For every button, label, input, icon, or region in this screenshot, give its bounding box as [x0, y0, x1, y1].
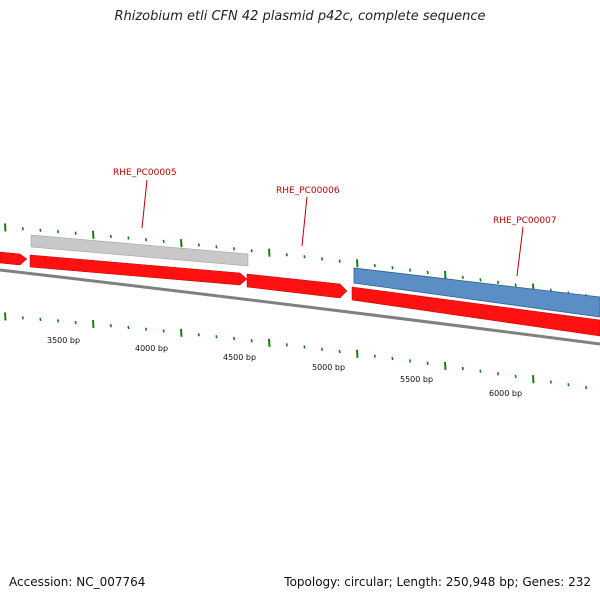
lower-tick — [373, 354, 376, 358]
upper-tick — [303, 255, 306, 259]
lower-tick — [497, 372, 500, 376]
scale-label-5500: 5500 bp — [400, 375, 433, 384]
upper-tick — [373, 263, 376, 268]
scale-label-6000: 6000 bp — [489, 389, 522, 398]
upper-tick — [233, 247, 236, 251]
upper-tick — [409, 268, 412, 272]
upper-tick — [145, 238, 148, 242]
gene-track — [0, 234, 600, 337]
gene-labels: RHE_PC00005 RHE_PC00006 RHE_PC00007 — [113, 168, 557, 277]
lower-tick — [4, 312, 7, 321]
lower-tick — [549, 380, 552, 384]
lower-tick — [162, 329, 165, 333]
lower-tick — [338, 349, 341, 354]
upper-tick — [391, 266, 394, 270]
lower-tick — [391, 356, 394, 361]
scale-label-5000: 5000 bp — [312, 363, 345, 372]
scale-label-4500: 4500 bp — [223, 353, 256, 362]
upper-tick — [268, 248, 271, 257]
upper-tick-row — [4, 223, 588, 298]
map-title: Rhizobium etli CFN 42 plasmid p42c, comp… — [114, 9, 486, 24]
gene-arrow-red-1[interactable] — [29, 254, 248, 286]
lower-tick — [57, 319, 60, 323]
lower-tick — [92, 320, 95, 329]
upper-tick — [57, 230, 60, 234]
upper-tick — [338, 259, 341, 263]
lower-tick — [444, 361, 447, 370]
lower-tick — [567, 383, 570, 387]
upper-tick — [39, 228, 42, 232]
upper-tick — [127, 236, 130, 240]
upper-tick — [4, 223, 7, 232]
lower-tick — [303, 345, 306, 349]
upper-tick — [109, 234, 112, 238]
scale-labels: 3500 bp 4000 bp 4500 bp 5000 bp 5500 bp … — [47, 336, 522, 398]
gene-arrow-partial[interactable] — [0, 251, 28, 266]
lower-tick — [109, 324, 112, 328]
upper-tick — [21, 227, 24, 231]
upper-tick — [461, 275, 464, 279]
upper-tick — [321, 257, 324, 261]
lower-tick — [145, 327, 148, 331]
upper-tick — [215, 245, 218, 249]
upper-tick — [444, 270, 447, 279]
gene-rhe-pc00006-feature[interactable] — [246, 273, 348, 299]
gene-label-rhe-pc00005[interactable]: RHE_PC00005 — [113, 168, 177, 178]
lower-tick — [426, 361, 429, 366]
scale-label-4000: 4000 bp — [135, 344, 168, 353]
upper-tick — [197, 243, 200, 247]
lower-tick — [321, 347, 324, 351]
lower-tick — [250, 339, 253, 343]
upper-tick — [285, 253, 288, 257]
lower-tick — [409, 359, 412, 363]
upper-tick — [497, 280, 500, 285]
lower-tick — [532, 375, 535, 384]
lower-tick — [21, 316, 24, 320]
topology-summary: Topology: circular; Length: 250,948 bp; … — [284, 575, 591, 589]
lower-tick — [127, 325, 130, 330]
leader-line-rhe-pc00006 — [301, 196, 308, 247]
gene-rhe-pc00005-feature[interactable] — [30, 234, 249, 267]
lower-tick — [461, 366, 464, 371]
lower-tick — [268, 338, 271, 347]
lower-tick — [233, 337, 236, 341]
upper-tick — [479, 278, 482, 282]
gene-label-rhe-pc00007[interactable]: RHE_PC00007 — [493, 216, 557, 226]
accession-text: Accession: NC_007764 — [9, 575, 146, 589]
lower-tick-row — [4, 312, 588, 390]
upper-tick — [514, 283, 517, 287]
gene-arrow-red-2[interactable] — [351, 286, 600, 337]
lower-tick — [215, 335, 218, 339]
upper-tick — [92, 230, 95, 239]
upper-tick — [180, 239, 183, 248]
leader-line-rhe-pc00007 — [516, 226, 524, 277]
lower-tick — [39, 317, 42, 321]
lower-tick — [514, 374, 517, 379]
scale-label-3500: 3500 bp — [47, 336, 80, 345]
lower-tick — [585, 386, 588, 390]
upper-tick — [356, 259, 359, 268]
upper-tick — [250, 249, 253, 253]
gene-rhe-pc00007-feature[interactable] — [353, 267, 600, 318]
lower-tick — [197, 333, 200, 337]
lower-tick — [74, 320, 77, 325]
lower-tick — [180, 328, 183, 337]
upper-tick — [74, 231, 77, 235]
gene-label-rhe-pc00006[interactable]: RHE_PC00006 — [276, 186, 340, 196]
lower-tick — [479, 369, 482, 373]
upper-tick — [162, 239, 165, 244]
backbone-line — [0, 268, 600, 346]
leader-line-rhe-pc00005 — [141, 179, 148, 229]
lower-tick — [356, 349, 359, 358]
upper-tick — [426, 270, 429, 275]
lower-tick — [285, 343, 288, 347]
